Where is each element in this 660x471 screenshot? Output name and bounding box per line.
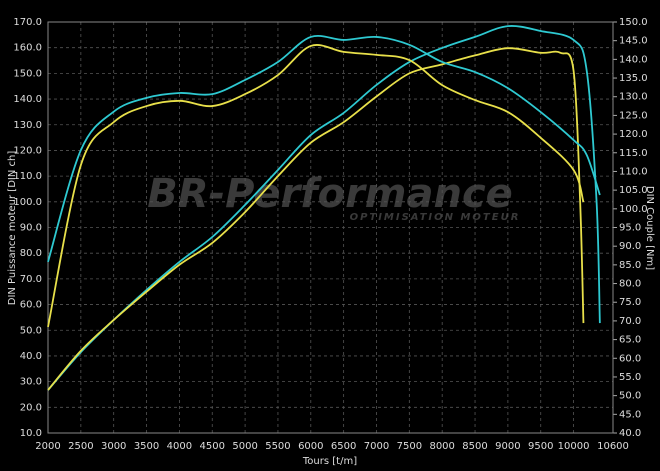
x-tick-label: 7000 [364,441,389,452]
y-tick-label: 10.0 [20,428,42,439]
y2-tick-label: 75.0 [619,297,641,308]
x-tick-label: 5500 [265,441,290,452]
y-tick-label: 80.0 [20,248,42,259]
plot-frame [47,21,614,434]
x-tick-label: 8000 [429,441,454,452]
y-tick-label: 40.0 [20,351,42,362]
watermark-sub: OPTIMISATION MOTEUR [350,212,521,223]
x-tick-label: 7500 [397,441,422,452]
x-tick-label: 6000 [298,441,323,452]
y-tick-label: 60.0 [20,300,42,311]
x-tick-label: 4500 [200,441,225,452]
x-tick-label: 10000 [558,441,590,452]
x-tick-label: 9000 [495,441,520,452]
x-tick-label: 2500 [68,441,93,452]
x-tick-label: 2000 [35,441,60,452]
y-tick-label: 90.0 [20,223,42,234]
y-tick-label: 110.0 [13,171,42,182]
x-tick-label: 10600 [597,441,629,452]
y-tick-label: 150.0 [13,68,42,79]
y2-tick-label: 145.0 [619,36,648,47]
watermark: BR-Performance [147,171,513,217]
y2-tick-label: 140.0 [619,54,648,65]
x-tick-label: 9500 [528,441,553,452]
y-axis-title: DIN Puissance moteur [DIN ch] [7,151,18,306]
y-tick-label: 20.0 [20,402,42,413]
y2-tick-label: 115.0 [619,148,648,159]
y2-tick-label: 150.0 [619,17,648,28]
x-axis-title: Tours [t/m] [302,456,357,467]
x-tick-label: 6500 [331,441,356,452]
x-tick-label: 3000 [101,441,126,452]
y2-tick-label: 70.0 [619,316,641,327]
y2-tick-label: 50.0 [619,391,641,402]
curve [47,44,585,328]
y2-tick-label: 45.0 [619,409,641,420]
x-tick-label: 8500 [462,441,487,452]
y2-tick-label: 90.0 [619,241,641,252]
y-tick-label: 70.0 [20,274,42,285]
y2-tick-label: 125.0 [619,110,648,121]
y2-tick-label: 110.0 [619,166,648,177]
y-tick-label: 160.0 [13,43,42,54]
y2-tick-label: 105.0 [619,185,648,196]
y-tick-label: 170.0 [13,17,42,28]
y-tick-label: 100.0 [13,197,42,208]
x-tick-label: 3500 [134,441,159,452]
y2-tick-label: 65.0 [619,335,641,346]
y2-tick-label: 55.0 [619,372,641,383]
y2-tick-label: 120.0 [619,129,648,140]
y2-tick-label: 40.0 [619,428,641,439]
curve [47,25,601,391]
y-tick-label: 120.0 [13,145,42,156]
x-tick-label: 5000 [232,441,257,452]
curve [47,34,601,263]
y2-tick-label: 60.0 [619,353,641,364]
y2-tick-label: 85.0 [619,260,641,271]
y-tick-label: 50.0 [20,325,42,336]
x-tick-label: 4000 [167,441,192,452]
y2-tick-label: 100.0 [619,204,648,215]
y2-tick-label: 95.0 [619,223,641,234]
y-tick-label: 140.0 [13,94,42,105]
curve [47,47,585,391]
y2-axis-title: DIN Couple [Nm] [644,186,655,270]
y-tick-label: 30.0 [20,377,42,388]
y2-tick-label: 130.0 [619,92,648,103]
y2-tick-label: 80.0 [619,279,641,290]
y-tick-label: 130.0 [13,120,42,131]
y2-tick-label: 135.0 [619,73,648,84]
